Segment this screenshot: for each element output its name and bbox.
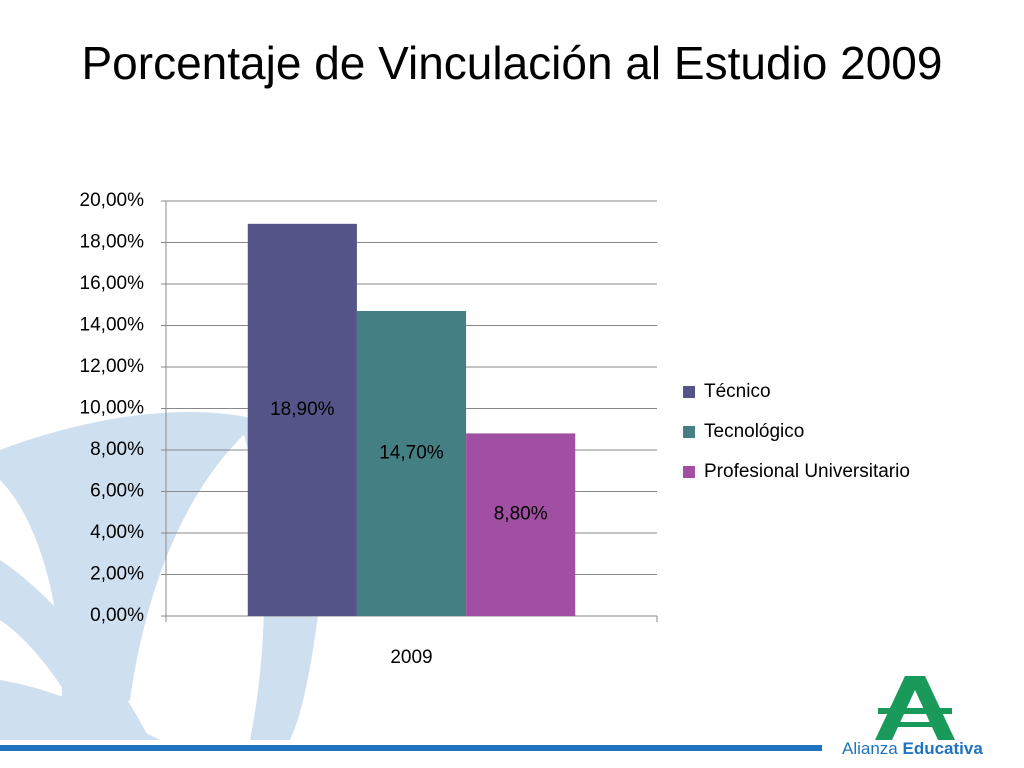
chart-title: Porcentaje de Vinculación al Estudio 200… xyxy=(81,37,943,89)
legend-swatch xyxy=(683,426,695,438)
y-tick-label: 2,00% xyxy=(90,564,144,585)
data-label: 8,80% xyxy=(494,504,548,525)
y-tick-label: 14,00% xyxy=(80,315,145,336)
y-tick-label: 8,00% xyxy=(90,439,144,460)
y-tick-label: 0,00% xyxy=(90,605,144,626)
y-tick-label: 6,00% xyxy=(90,481,144,502)
logo-mark xyxy=(875,676,955,740)
bar xyxy=(247,223,357,616)
logo-bold: Educativa xyxy=(903,739,984,758)
y-tick-label: 10,00% xyxy=(80,398,145,419)
logo-light: Alianza xyxy=(842,739,898,758)
data-label: 18,90% xyxy=(270,399,335,420)
y-tick-label: 16,00% xyxy=(80,273,145,294)
legend-label: Profesional Universitario xyxy=(704,461,910,482)
y-tick-label: 4,00% xyxy=(90,522,144,543)
legend-label: Tecnológico xyxy=(704,421,804,442)
data-label: 14,70% xyxy=(379,443,444,464)
legend-swatch xyxy=(683,386,695,398)
footer-bar xyxy=(0,745,822,751)
y-tick-label: 18,00% xyxy=(80,232,145,253)
logo-text: Alianza Educativa xyxy=(842,739,983,758)
x-tick-label: 2009 xyxy=(390,647,432,668)
bar xyxy=(356,310,467,616)
bar xyxy=(466,433,576,616)
legend-label: Técnico xyxy=(704,381,771,402)
y-tick-label: 12,00% xyxy=(80,356,145,377)
legend-swatch xyxy=(683,466,695,478)
y-tick-label: 20,00% xyxy=(80,190,145,211)
